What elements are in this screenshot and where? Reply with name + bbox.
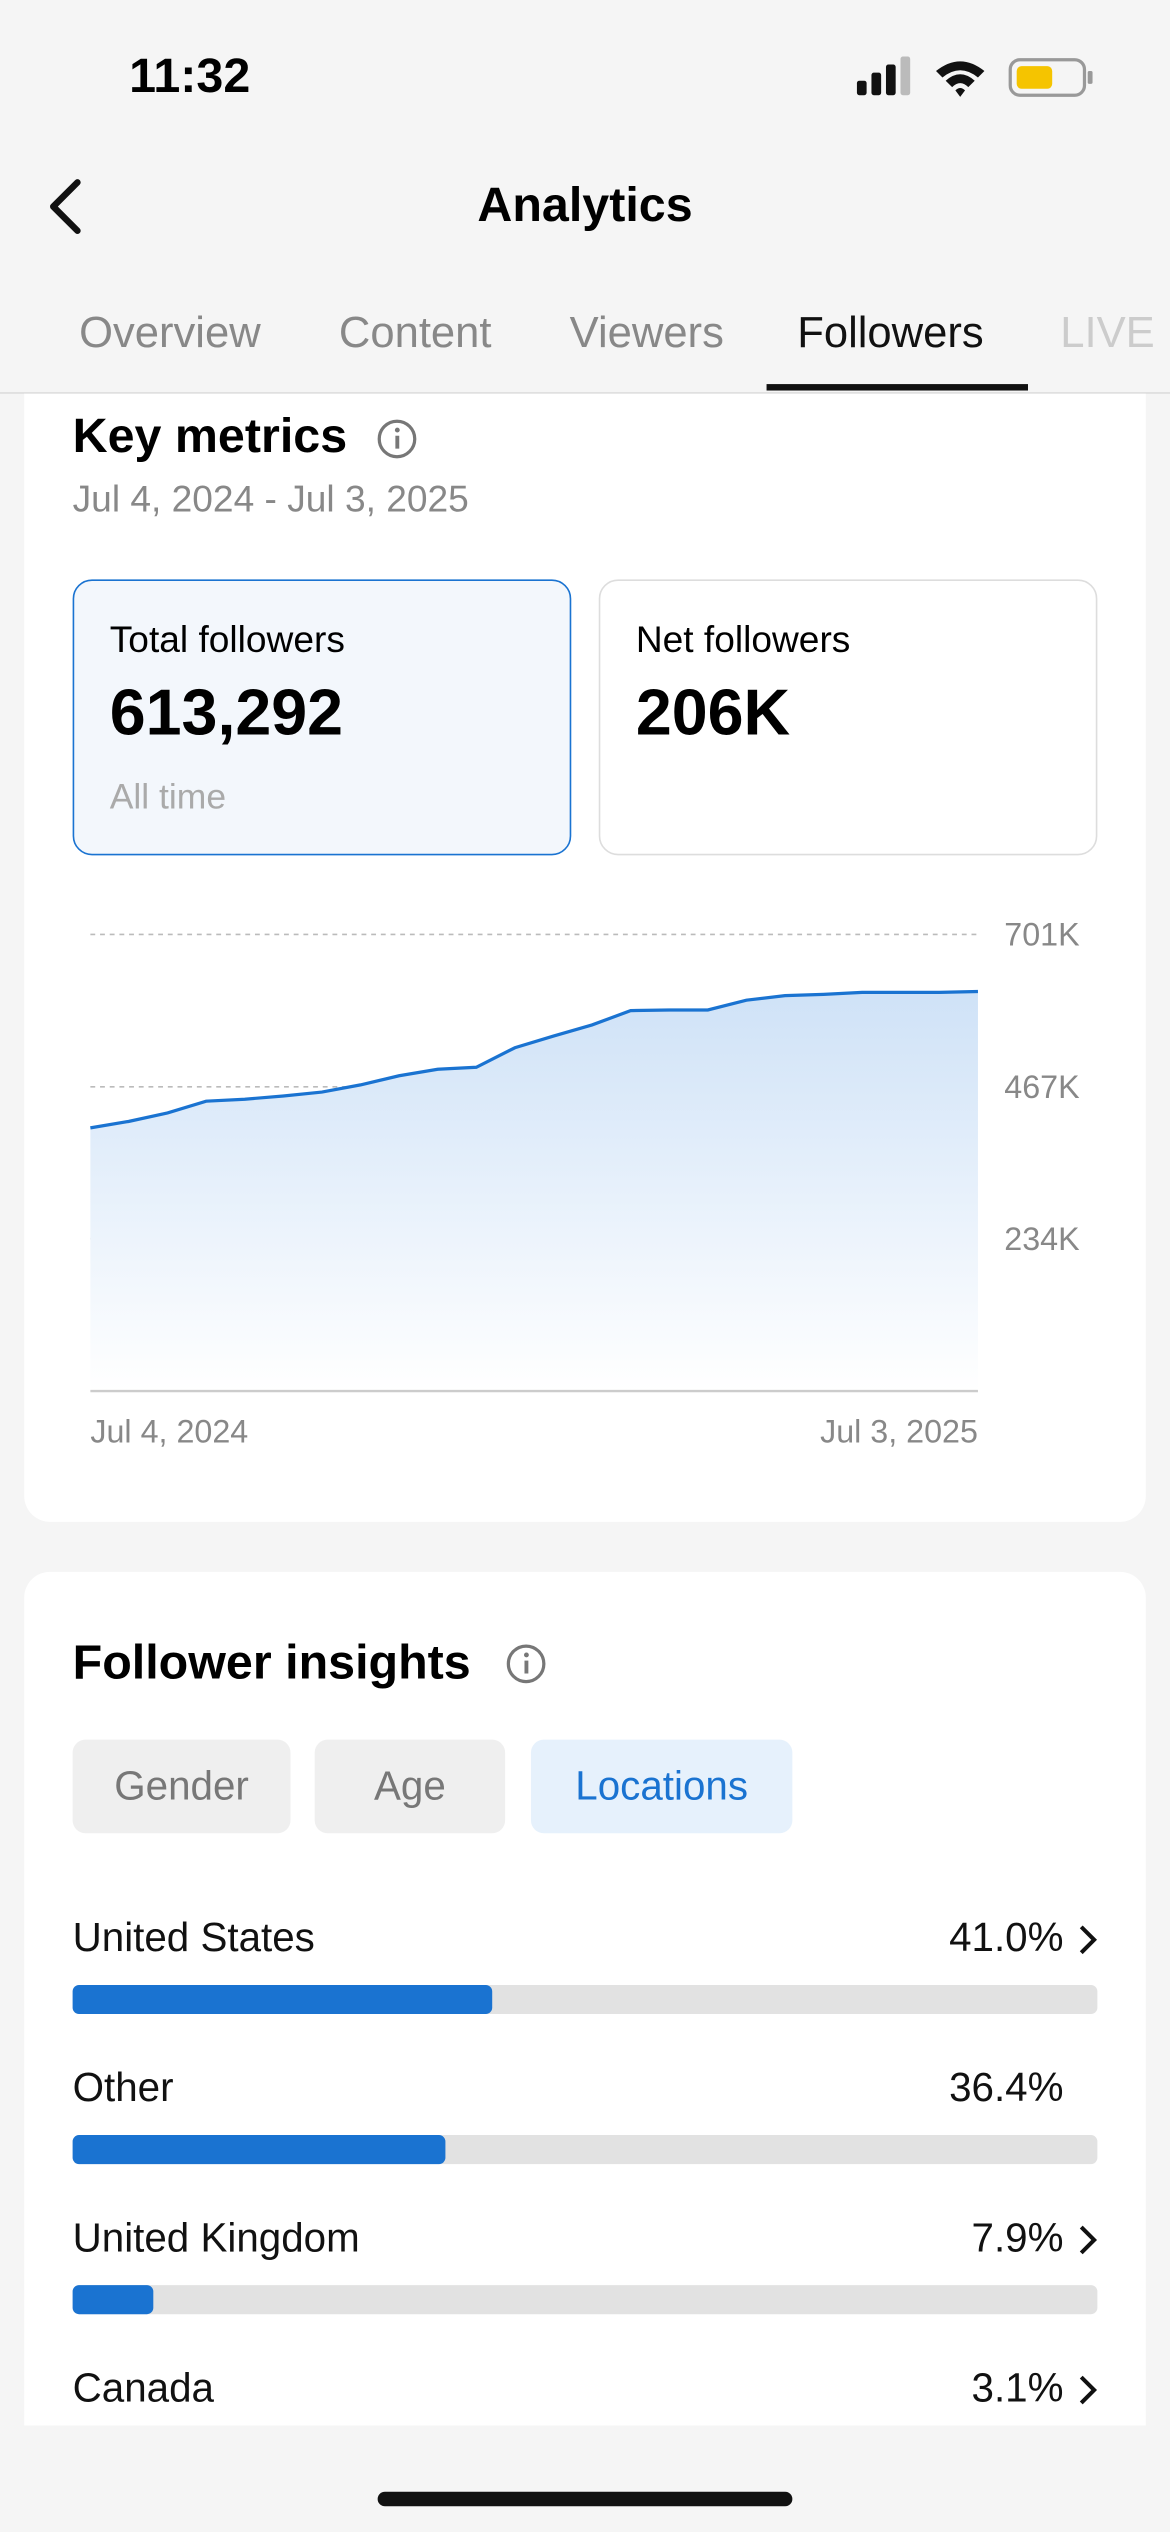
home-indicator xyxy=(377,2491,793,2507)
tab[interactable]: Followers xyxy=(797,308,984,357)
chevron-path xyxy=(1079,1925,1098,1955)
status-icons xyxy=(856,56,1093,97)
back-button[interactable] xyxy=(45,178,90,239)
tab-divider xyxy=(0,392,1170,394)
chevron-path xyxy=(1079,2375,1098,2405)
line xyxy=(90,989,978,1130)
insights-card: United States 41.0% Other 36.4% United Kingd… xyxy=(24,1571,1146,2426)
followers-chart: 234K 467K 701K Jul 4, 2024 Jul 3, 2025 xyxy=(90,917,1080,1450)
chevron[interactable] xyxy=(1076,2372,1099,2408)
bar xyxy=(72,2135,446,2165)
chevron[interactable] xyxy=(1076,2222,1099,2258)
y-tick-label: 701K xyxy=(1004,917,1080,953)
location-name: Other xyxy=(72,2065,174,2111)
time: 11:32 xyxy=(129,50,251,104)
tab[interactable]: Viewers xyxy=(569,308,724,357)
info-icon[interactable] xyxy=(505,1643,547,1685)
metric-label: Net followers xyxy=(635,618,851,661)
location-name: United States xyxy=(72,1915,315,1961)
y-tick-label: 234K xyxy=(1004,1221,1080,1257)
tab[interactable]: Overview xyxy=(79,308,261,357)
x-tick-label: Jul 3, 2025 xyxy=(820,1414,978,1450)
bar xyxy=(72,2285,154,2315)
tab[interactable]: Content xyxy=(338,308,492,357)
metric-note: All time xyxy=(109,776,227,817)
metric-value: 613,292 xyxy=(109,677,344,749)
metric-card[interactable] xyxy=(598,579,1098,856)
info-icon[interactable] xyxy=(376,418,418,460)
location-percent: 41.0% xyxy=(949,1915,1064,1961)
chevron-path xyxy=(1079,2225,1098,2255)
location-name: Canada xyxy=(72,2365,214,2412)
date-range: Jul 4, 2024 - Jul 3, 2025 xyxy=(72,477,469,520)
location-percent: 7.9% xyxy=(971,2215,1064,2261)
section-title: Follower insights xyxy=(72,1636,471,1690)
bar xyxy=(72,1984,493,2015)
location-percent: 36.4% xyxy=(949,2065,1064,2111)
location-list: United States 41.0% Other 36.4% United Kingd… xyxy=(24,1572,1146,2426)
area xyxy=(90,991,978,1392)
page-title: Analytics xyxy=(477,179,693,233)
bar-track xyxy=(72,2285,1098,2315)
chevron[interactable] xyxy=(1076,1922,1099,1958)
metric-label: Total followers xyxy=(109,618,345,661)
location-percent: 3.1% xyxy=(971,2365,1064,2412)
filter-chip[interactable]: Age xyxy=(314,1739,506,1834)
section-title: Key metrics xyxy=(72,409,348,464)
y-tick-label: 467K xyxy=(1004,1069,1080,1105)
tab[interactable]: LIVE xyxy=(1060,308,1155,357)
location-name: United Kingdom xyxy=(72,2215,360,2261)
x-tick-label: Jul 4, 2024 xyxy=(90,1414,248,1450)
metric-card[interactable] xyxy=(72,579,572,856)
tab-underline xyxy=(766,384,1028,391)
filter-chip[interactable]: Gender xyxy=(72,1739,291,1834)
metric-value: 206K xyxy=(635,677,791,749)
filter-chip[interactable]: Locations xyxy=(530,1739,793,1834)
